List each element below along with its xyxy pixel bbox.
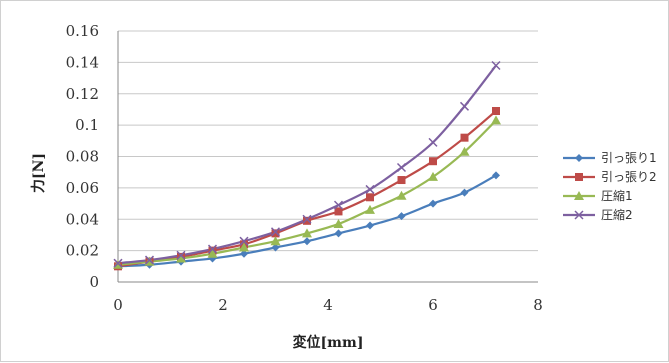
y-tick-label: 0.12 bbox=[66, 85, 99, 103]
data-point bbox=[239, 236, 249, 246]
series-markers bbox=[113, 60, 501, 271]
legend-marker bbox=[574, 191, 584, 200]
legend-marker bbox=[574, 210, 584, 220]
legend-marker bbox=[575, 154, 583, 162]
data-point bbox=[207, 248, 218, 258]
data-point bbox=[144, 255, 155, 265]
data-point bbox=[270, 227, 281, 237]
data-point bbox=[333, 218, 344, 228]
y-tick-label: 0.08 bbox=[66, 148, 99, 166]
data-point bbox=[333, 200, 344, 210]
data-point bbox=[492, 107, 500, 116]
y-tick-label: 0.02 bbox=[66, 242, 99, 260]
x-tick-label: 0 bbox=[113, 296, 123, 314]
data-point bbox=[271, 243, 280, 252]
data-point bbox=[207, 244, 218, 254]
x-tick-label: 4 bbox=[323, 296, 333, 314]
data-point bbox=[365, 184, 375, 194]
data-point bbox=[459, 101, 470, 111]
data-point bbox=[303, 216, 311, 225]
data-point bbox=[302, 214, 312, 224]
data-point bbox=[492, 171, 500, 180]
grid-lines bbox=[117, 30, 538, 283]
data-point bbox=[240, 249, 248, 258]
legend-label: 引っ張り1 bbox=[601, 151, 657, 165]
data-point bbox=[397, 176, 406, 185]
data-point bbox=[428, 137, 438, 147]
x-tick-label: 6 bbox=[428, 296, 438, 314]
legend-label: 圧縮1 bbox=[601, 188, 633, 203]
data-point bbox=[428, 171, 438, 181]
x-axis-label: 変位[mm] bbox=[293, 334, 364, 351]
legend-label: 圧縮2 bbox=[601, 207, 633, 222]
data-point bbox=[366, 221, 374, 230]
data-point bbox=[429, 157, 437, 166]
data-point bbox=[334, 229, 343, 238]
data-point bbox=[303, 237, 311, 246]
data-point bbox=[113, 258, 123, 268]
data-point bbox=[491, 60, 501, 71]
data-point bbox=[396, 162, 407, 173]
data-point bbox=[397, 212, 406, 221]
y-axis-label: 力[N] bbox=[30, 153, 47, 193]
x-tick-labels: 0 2 4 6 8 bbox=[113, 296, 543, 314]
data-point bbox=[460, 188, 469, 197]
data-point bbox=[334, 207, 343, 216]
data-point bbox=[176, 250, 186, 260]
data-point bbox=[429, 199, 437, 208]
data-point bbox=[459, 146, 470, 156]
data-point bbox=[271, 229, 280, 238]
y-tick-label: 0 bbox=[89, 273, 99, 291]
data-point bbox=[270, 236, 281, 246]
legend-marker bbox=[575, 173, 583, 181]
legend: 引っ張り1 引っ張り2 圧縮1 圧縮2 bbox=[563, 151, 657, 222]
data-point bbox=[396, 190, 407, 200]
y-tick-label: 0.06 bbox=[66, 179, 99, 197]
y-tick-label: 0.14 bbox=[66, 53, 99, 71]
y-tick-label: 0.1 bbox=[75, 116, 99, 134]
data-point bbox=[176, 253, 186, 263]
y-tick-label: 0.16 bbox=[66, 22, 99, 40]
data-point bbox=[365, 204, 375, 214]
y-tick-label: 0.04 bbox=[66, 210, 99, 228]
data-point bbox=[302, 228, 312, 238]
data-point bbox=[366, 193, 374, 202]
data-point bbox=[491, 115, 501, 125]
data-point bbox=[460, 133, 469, 142]
y-tick-labels: 0 0.02 0.04 0.06 0.08 0.1 0.12 0.14 0.16 bbox=[66, 22, 99, 291]
legend-label: 引っ張り2 bbox=[601, 170, 657, 184]
x-tick-label: 8 bbox=[533, 296, 543, 314]
x-tick-label: 2 bbox=[218, 296, 228, 314]
data-point bbox=[239, 242, 249, 252]
